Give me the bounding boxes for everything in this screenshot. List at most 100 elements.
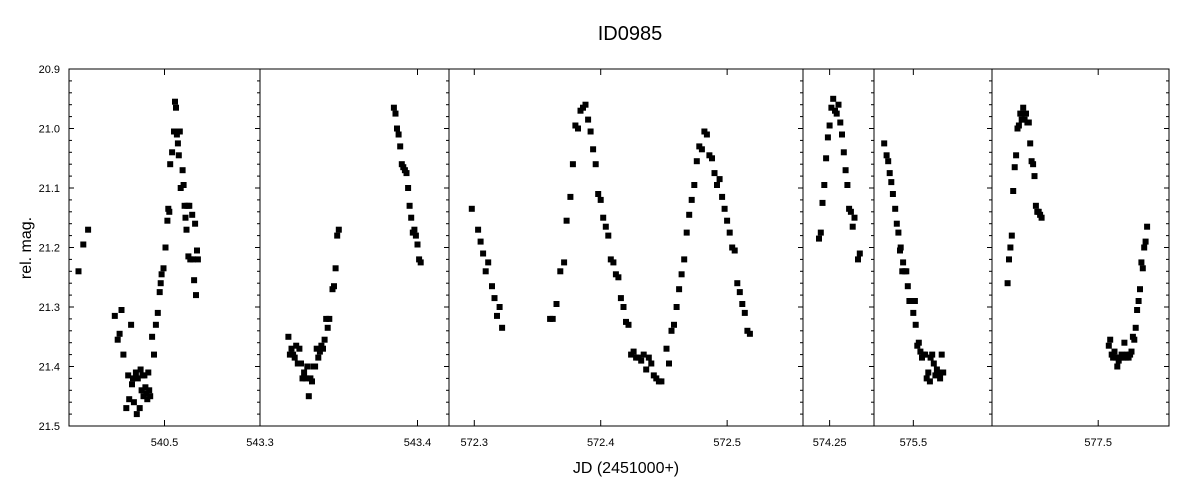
data-point (172, 98, 178, 105)
data-point (146, 387, 153, 394)
data-point (1038, 214, 1045, 221)
data-point (312, 363, 319, 370)
data-point (567, 193, 574, 200)
data-point (645, 354, 652, 361)
data-point (408, 214, 415, 221)
data-point (491, 295, 498, 302)
data-point (1027, 140, 1034, 147)
data-point (323, 315, 330, 322)
data-point (166, 208, 173, 215)
data-point (709, 155, 715, 162)
data-point (1010, 188, 1017, 194)
data-point (617, 295, 624, 302)
data-point (734, 280, 741, 287)
data-point (673, 304, 680, 310)
data-point (835, 101, 842, 108)
data-point (164, 217, 171, 224)
data-point (693, 158, 700, 165)
data-point (111, 312, 118, 319)
data-point (1131, 336, 1138, 343)
data-point (1139, 265, 1146, 272)
data-point (698, 146, 705, 153)
data-point (1017, 110, 1024, 117)
data-point (1020, 104, 1027, 111)
data-point (1031, 173, 1038, 180)
data-point (126, 396, 133, 403)
data-point (600, 214, 607, 221)
data-point (85, 226, 92, 233)
panel-frame (448, 68, 804, 427)
data-point (296, 345, 303, 352)
data-point (286, 351, 293, 358)
data-point (293, 342, 300, 349)
data-point (666, 360, 672, 367)
data-point (392, 110, 399, 117)
data-point (1004, 280, 1011, 287)
data-point (561, 259, 568, 266)
data-point (154, 309, 161, 316)
data-point (180, 182, 187, 188)
data-point (888, 179, 895, 186)
data-point (285, 333, 292, 340)
data-point (605, 232, 612, 239)
x-tick-label: 543.3 (246, 437, 274, 449)
data-point (324, 324, 331, 331)
data-point (132, 369, 139, 376)
data-point (288, 345, 295, 352)
data-point (828, 104, 835, 111)
data-point (847, 208, 854, 215)
data-point (823, 155, 830, 162)
data-point (301, 369, 308, 376)
data-point (309, 378, 315, 385)
data-point (833, 110, 840, 117)
data-point (923, 375, 930, 382)
data-point (582, 101, 589, 108)
data-point (133, 411, 140, 418)
data-point (394, 125, 400, 132)
x-tick-label: 572.3 (461, 437, 489, 449)
data-point (183, 226, 190, 233)
data-point (468, 205, 475, 212)
data-point (1135, 298, 1142, 304)
data-point (938, 351, 945, 358)
data-point (320, 345, 326, 352)
data-point (134, 375, 141, 382)
panel-5: 575.5 (873, 68, 993, 449)
data-point (125, 372, 132, 379)
data-point (194, 256, 201, 263)
data-point (167, 161, 174, 168)
data-point (412, 232, 419, 239)
data-point (585, 116, 592, 123)
data-point (405, 185, 412, 191)
data-point (671, 321, 677, 328)
data-point (116, 330, 123, 337)
data-point (908, 298, 915, 304)
data-point (334, 232, 341, 239)
x-tick-label: 540.5 (151, 437, 179, 449)
data-point (840, 149, 847, 156)
y-tick-label: 21.0 (39, 124, 60, 136)
data-point (935, 369, 942, 376)
data-point (826, 122, 833, 129)
data-point (711, 170, 718, 177)
data-point (678, 271, 685, 278)
data-point (193, 292, 199, 299)
data-point (575, 125, 581, 132)
data-point (819, 199, 826, 206)
data-point (390, 104, 397, 111)
x-tick-label: 572.5 (713, 437, 741, 449)
data-point (930, 360, 937, 367)
data-point (162, 244, 169, 251)
data-point (643, 366, 650, 373)
data-point (395, 131, 402, 138)
data-point (397, 143, 404, 150)
data-point (321, 336, 328, 343)
data-point (299, 375, 306, 382)
data-point (494, 312, 500, 319)
data-point (130, 399, 137, 406)
data-point (335, 226, 342, 233)
data-point (156, 289, 163, 296)
data-point (844, 182, 851, 188)
